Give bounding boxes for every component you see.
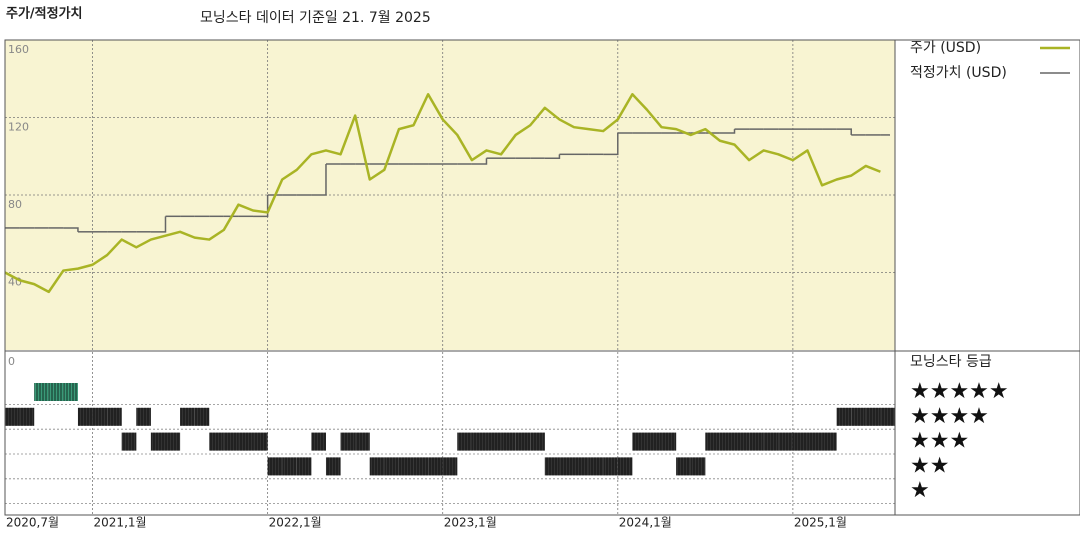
chart-subtitle: 모닝스타 데이터 기준일 21. 7월 2025 [200, 10, 431, 26]
rating-texture [822, 432, 837, 451]
rating-texture [282, 457, 297, 476]
rating-texture [865, 407, 881, 426]
rating-title: 모닝스타 등급 [910, 354, 992, 370]
rating-texture [209, 432, 224, 451]
rating-texture [807, 432, 823, 451]
fair-value-step [603, 133, 619, 156]
rating-texture [19, 407, 35, 426]
rating-texture [851, 407, 866, 426]
rating-texture [792, 432, 808, 451]
rating-texture [690, 457, 706, 476]
rating-texture [180, 407, 195, 426]
rating-texture [646, 432, 662, 451]
fair-value-step [150, 216, 167, 233]
star-label: ★ [910, 478, 930, 503]
rating-texture [150, 432, 166, 451]
rating-texture [486, 432, 502, 451]
rating-texture [413, 457, 429, 476]
rating-texture [238, 432, 254, 451]
rating-texture [369, 457, 385, 476]
rating-texture [661, 432, 677, 451]
x-tick-label: 2020,7월 [6, 516, 59, 530]
rating-texture [428, 457, 443, 476]
rating-texture [92, 407, 108, 426]
legend-label: 적정가치 (USD) [910, 65, 1007, 81]
rating-texture [603, 457, 618, 476]
x-tick-label: 2023,1월 [444, 516, 497, 530]
rating-texture [880, 407, 895, 426]
rating-texture [194, 407, 210, 426]
rating-texture [442, 457, 458, 476]
frame [4, 39, 1080, 516]
rating-texture [632, 432, 647, 451]
rating-texture [384, 457, 399, 476]
star-label: ★★★★ [910, 404, 989, 429]
x-tick-label: 2024,1월 [619, 516, 672, 530]
rating-texture [836, 407, 852, 426]
chart-title: 주가/적정가치 [6, 6, 83, 22]
rating-texture [340, 432, 356, 451]
rating-texture [617, 457, 633, 476]
rating-texture [457, 432, 472, 451]
rating-texture [311, 432, 326, 451]
rating-texture [574, 457, 589, 476]
rating-texture [515, 432, 531, 451]
rating-texture [121, 432, 137, 451]
rating-texture [296, 457, 312, 476]
price-line [4, 93, 881, 294]
fair-value-step [544, 154, 561, 159]
rating-texture [719, 432, 735, 451]
rating-texture [223, 432, 239, 451]
fair-value-step [253, 195, 269, 218]
rating-texture [48, 383, 64, 401]
rating-texture [763, 432, 779, 451]
rating-texture [471, 432, 487, 451]
star-label: ★★★ [910, 429, 969, 454]
x-tick-label: 2022,1월 [269, 516, 322, 530]
rating-texture [5, 407, 20, 426]
rating-texture [165, 432, 181, 451]
x-tick-label: 2021,1월 [94, 516, 147, 530]
rating-texture [734, 432, 750, 451]
rating-texture [267, 457, 283, 476]
rating-texture [676, 457, 691, 476]
rating-texture [253, 432, 268, 451]
fair-value-step [719, 129, 736, 134]
y-tick-label: 80 [8, 198, 22, 211]
fair-value-step [471, 158, 488, 165]
rating-texture [588, 457, 604, 476]
star-label: ★★ [910, 453, 949, 478]
rating-texture [501, 432, 516, 451]
rating-texture [530, 432, 545, 451]
y-tick-label: 120 [8, 121, 29, 134]
rating-texture [355, 432, 370, 451]
rating-texture [559, 457, 575, 476]
rating-texture [749, 432, 764, 451]
x-tick-label: 2025,1월 [794, 516, 847, 530]
legend-label: 주가 (USD) [910, 40, 981, 56]
star-label: ★★★★★ [910, 379, 1009, 404]
rating-texture [107, 407, 122, 426]
y-tick-label: 0 [8, 355, 15, 368]
rating-texture [136, 407, 151, 426]
rating-texture [63, 383, 78, 401]
rating-texture [325, 457, 341, 476]
fair-value-step [63, 227, 79, 232]
rating-texture [398, 457, 414, 476]
rating-texture [705, 432, 720, 451]
fair-value-step [836, 128, 852, 135]
y-tick-label: 160 [8, 43, 29, 56]
rating-texture [34, 383, 49, 401]
rating-texture [77, 407, 93, 426]
rating-texture [778, 432, 793, 451]
rating-texture [544, 457, 560, 476]
fair-value-step [311, 164, 327, 196]
